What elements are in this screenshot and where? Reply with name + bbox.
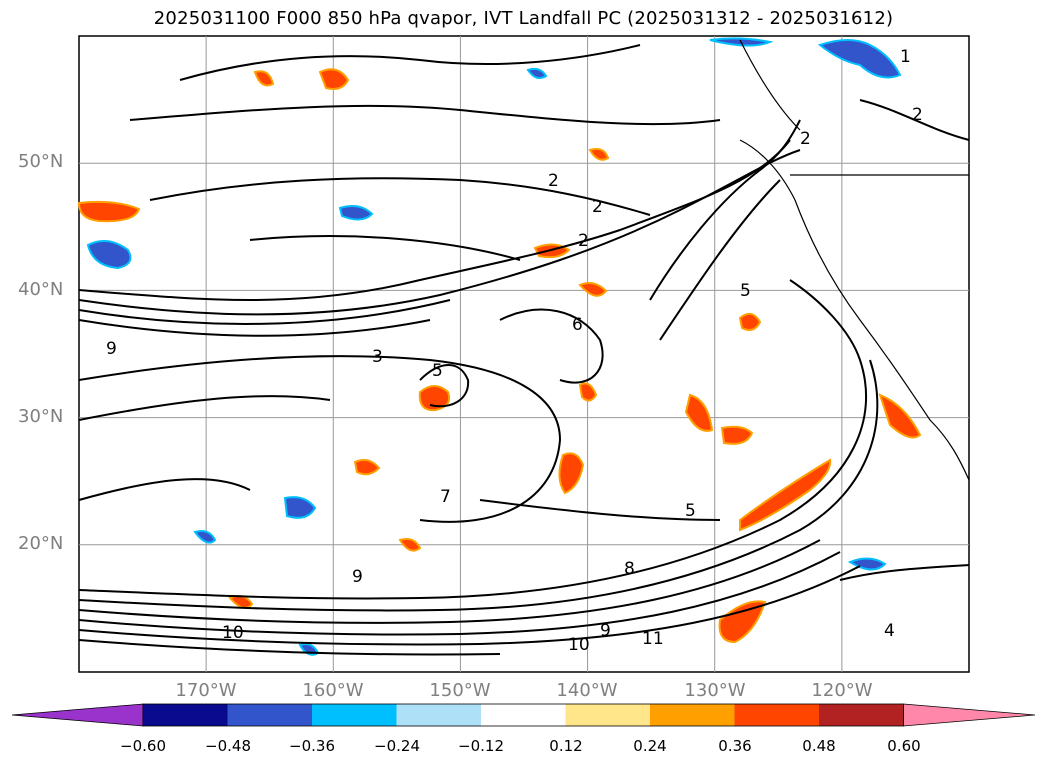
colorbar-segment bbox=[565, 704, 651, 726]
colorbar-tick: −0.60 bbox=[120, 737, 166, 755]
contour-label: 2 bbox=[912, 105, 923, 125]
colorbar-tick: 0.12 bbox=[549, 737, 583, 755]
colorbar-segments bbox=[11, 703, 1036, 727]
contour-label: 9 bbox=[106, 339, 117, 359]
lon-label-120w: 120°W bbox=[811, 680, 873, 701]
lon-label-130w: 130°W bbox=[684, 680, 746, 701]
contour-label: 5 bbox=[432, 361, 443, 381]
contour-label: 9 bbox=[600, 621, 611, 641]
lon-label-170w: 170°W bbox=[175, 680, 237, 701]
colorbar-tick: 0.36 bbox=[718, 737, 752, 755]
contour-label: 9 bbox=[352, 567, 363, 587]
colorbar-tick: 0.48 bbox=[802, 737, 836, 755]
gridlines bbox=[79, 36, 969, 672]
colorbar-segment bbox=[481, 704, 566, 726]
contour-lines bbox=[78, 44, 970, 656]
colorbar-tick: 0.60 bbox=[887, 737, 921, 755]
negative-anomaly-fills bbox=[86, 37, 902, 656]
colorbar-segment bbox=[734, 704, 820, 726]
colorbar-tick: −0.48 bbox=[205, 737, 251, 755]
lat-label-30: 30°N bbox=[18, 406, 64, 427]
contour-label: 10 bbox=[222, 623, 244, 643]
colorbar-segment bbox=[819, 704, 904, 726]
lon-label-160w: 160°W bbox=[302, 680, 364, 701]
contour-label: 8 bbox=[624, 559, 635, 579]
lat-label-40: 40°N bbox=[18, 279, 64, 300]
colorbar-segment bbox=[650, 704, 735, 726]
contour-label: 2 bbox=[592, 197, 603, 217]
contour-label: 2 bbox=[578, 231, 589, 251]
colorbar-border bbox=[142, 703, 904, 727]
lon-label-140w: 140°W bbox=[556, 680, 618, 701]
colorbar-segment bbox=[312, 704, 397, 726]
map-title: 2025031100 F000 850 hPa qvapor, IVT Land… bbox=[153, 8, 894, 29]
colorbar-tick: −0.24 bbox=[374, 737, 420, 755]
colorbar-arrow-left bbox=[11, 703, 144, 727]
lon-label-150w: 150°W bbox=[429, 680, 491, 701]
lat-label-20: 20°N bbox=[18, 533, 64, 554]
map-frame bbox=[78, 35, 970, 673]
colorbar-tick: −0.12 bbox=[458, 737, 504, 755]
positive-anomaly-fills bbox=[77, 68, 922, 644]
contour-label: 5 bbox=[740, 281, 751, 301]
contour-label: 11 bbox=[642, 629, 664, 649]
contour-label: 2 bbox=[548, 171, 559, 191]
colorbar-segment bbox=[227, 704, 313, 726]
colorbar-tick: 0.24 bbox=[633, 737, 667, 755]
contour-label: 7 bbox=[440, 487, 451, 507]
contour-label: 3 bbox=[372, 347, 383, 367]
contour-label: 4 bbox=[884, 621, 895, 641]
colorbar-tick: −0.36 bbox=[289, 737, 335, 755]
contour-label: 5 bbox=[685, 501, 696, 521]
coastline bbox=[739, 39, 970, 481]
contour-label: 2 bbox=[800, 129, 811, 149]
colorbar bbox=[11, 703, 1036, 727]
contour-label: 6 bbox=[572, 315, 583, 335]
colorbar-segment bbox=[143, 704, 228, 726]
colorbar-arrow-right bbox=[903, 703, 1036, 727]
lat-label-50: 50°N bbox=[18, 151, 64, 172]
contour-label: 10 bbox=[568, 635, 590, 655]
colorbar-segment bbox=[396, 704, 482, 726]
contour-label: 1 bbox=[900, 47, 911, 67]
